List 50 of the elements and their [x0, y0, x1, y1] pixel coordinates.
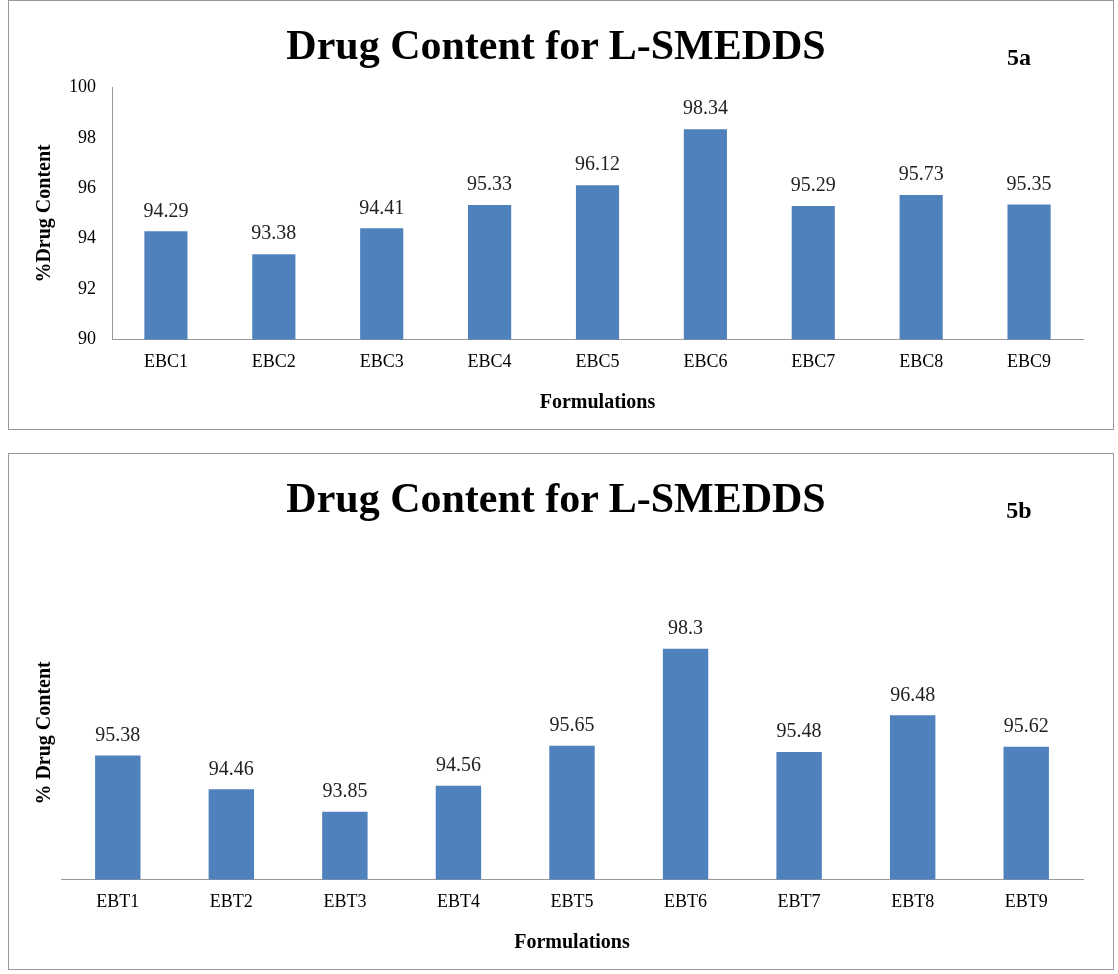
x-tick-label: EBT1 [96, 890, 140, 911]
y-axis-title: %Drug Content [32, 143, 56, 283]
x-tick-label: EBT7 [777, 890, 821, 911]
data-label: 95.73 [898, 162, 944, 185]
y-tick-label: 100 [69, 76, 96, 97]
x-tick-label: EBT6 [664, 890, 708, 911]
data-label: 95.33 [467, 172, 513, 195]
x-tick-label: EBC5 [575, 350, 620, 371]
x-tick-label: EBT8 [891, 890, 935, 911]
x-tick-label: EBT4 [436, 890, 480, 911]
x-tick-label: EBT5 [550, 890, 594, 911]
x-tick-label: EBC9 [1007, 350, 1052, 371]
x-axis-title: Formulations [514, 930, 630, 953]
x-tick-label: EBC4 [467, 350, 512, 371]
data-label: 95.29 [790, 173, 836, 196]
data-label: 95.62 [1003, 714, 1049, 737]
y-tick-label: 96 [78, 176, 96, 197]
x-tick-label: EBC2 [251, 350, 296, 371]
x-axis-title: Formulations [539, 390, 656, 413]
x-tick-label: EBC7 [791, 350, 836, 371]
text: 5b [1006, 497, 1032, 524]
y-tick-label: 98 [78, 126, 96, 147]
data-label: 94.41 [359, 195, 405, 218]
y-tick-label: 92 [78, 277, 96, 298]
data-label: 96.12 [575, 152, 620, 175]
data-label: 94.46 [208, 756, 254, 779]
x-tick-label: EBT9 [1004, 890, 1048, 911]
data-label: 93.85 [322, 778, 368, 801]
data-label: 98.34 [682, 96, 728, 119]
y-tick-label: 90 [78, 328, 96, 349]
data-label: 95.35 [1006, 171, 1052, 194]
y-axis-title: % Drug Content [32, 660, 56, 805]
y-tick-label: 94 [78, 227, 96, 248]
data-label: 98.3 [668, 615, 704, 638]
data-label: 94.29 [143, 198, 189, 221]
x-tick-label: EBT2 [209, 890, 253, 911]
x-tick-label: EBC3 [359, 350, 404, 371]
data-label: 95.38 [95, 722, 141, 745]
x-tick-label: EBT3 [323, 890, 367, 911]
x-tick-label: EBC1 [143, 350, 188, 371]
data-label: 95.48 [776, 719, 822, 742]
data-label: 96.48 [890, 682, 936, 705]
chart-title: Drug Content for L-SMEDDS [286, 22, 826, 69]
data-label: 94.56 [435, 752, 481, 775]
x-tick-label: EBC8 [899, 350, 944, 371]
chart-title: Drug Content for L-SMEDDS [286, 475, 826, 522]
x-tick-label: EBC6 [683, 350, 728, 371]
data-label: 93.38 [251, 221, 297, 244]
data-label: 95.65 [549, 712, 595, 735]
text: 5a [1007, 44, 1031, 71]
